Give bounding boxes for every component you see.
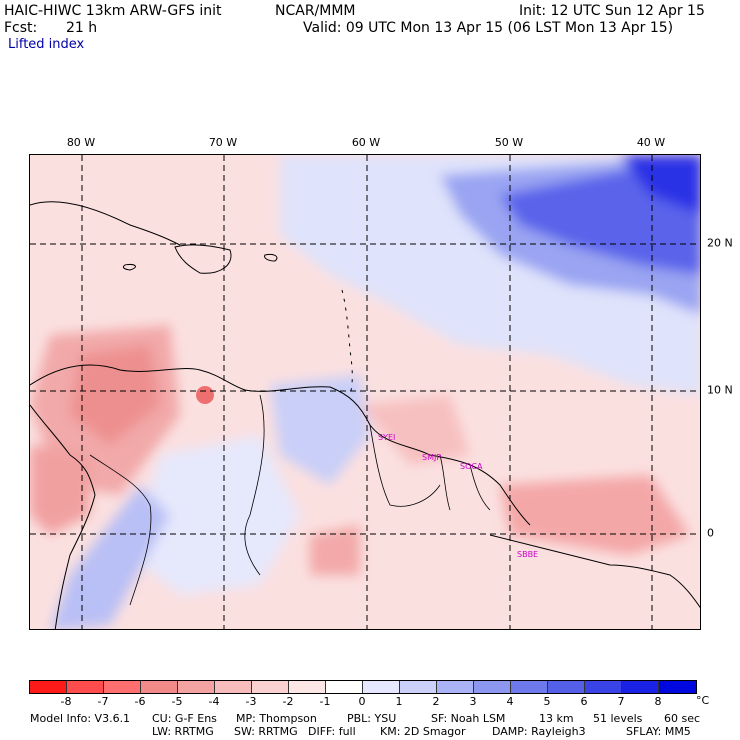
- lat-label-0: 0: [707, 526, 714, 540]
- lat-label-20n: 20 N: [707, 236, 733, 250]
- field-region-stable-sea: [270, 375, 370, 485]
- colorbar-segment: [622, 681, 659, 693]
- colorbar-segment: [548, 681, 585, 693]
- colorbar-tick-label: -2: [282, 695, 294, 708]
- footer-damp: DAMP: Rayleigh3: [492, 725, 586, 738]
- footer-cu: CU: G-F Ens: [152, 712, 217, 725]
- colorbar-tick-label: 4: [506, 695, 514, 708]
- valid-time: Valid: 09 UTC Mon 13 Apr 15 (06 LST Mon …: [303, 20, 674, 36]
- coastline-brazil-north: [489, 534, 700, 609]
- field-region-unstable-amazon-delta: [500, 475, 690, 555]
- border-guyana: [369, 424, 441, 507]
- footer-pbl: PBL: YSU: [347, 712, 397, 725]
- field-region-stable-land: [130, 435, 300, 595]
- colorbar-tick-label: -3: [245, 695, 257, 708]
- border-suriname: [439, 454, 451, 511]
- colorbar-tick-label: 2: [432, 695, 440, 708]
- colorbar-segment: [363, 681, 400, 693]
- border-colombia-ecuador: [89, 454, 152, 606]
- station-label-syei: SYEI: [378, 433, 395, 442]
- model-title: HAIC-HIWC 13km ARW-GFS init: [4, 3, 222, 19]
- field-region-unstable-guianas: [360, 395, 470, 465]
- colorbar-segment: [437, 681, 474, 693]
- field-region-unstable-interior: [310, 525, 360, 575]
- station-label-sbbe: SBBE: [517, 550, 538, 559]
- colorbar-tick-label: -6: [134, 695, 146, 708]
- footer-model-info: Model Info: V3.6.1: [30, 712, 131, 725]
- colorbar-segment: [252, 681, 289, 693]
- footer-timestep: 60 sec: [664, 712, 701, 725]
- colorbar-segment: [30, 681, 67, 693]
- colorbar-unit: °C: [696, 694, 710, 707]
- coastlines: [30, 201, 700, 629]
- lifted-index-map: SYEI SMJP SOCA SBBE: [29, 154, 701, 630]
- colorbar-segment: [659, 681, 696, 693]
- colorbar-segment: [474, 681, 511, 693]
- coastline-jamaica: [122, 264, 136, 271]
- footer-lw: LW: RRTMG: [152, 725, 214, 738]
- colorbar-tick-label: 8: [654, 695, 662, 708]
- colorbar-tick-label: -1: [319, 695, 331, 708]
- colorbar: [29, 680, 697, 694]
- colorbar-segment: [178, 681, 215, 693]
- colorbar-segment: [104, 681, 141, 693]
- colorbar-tick-label: -8: [60, 695, 72, 708]
- lon-label-60w: 60 W: [351, 136, 381, 149]
- footer-diff: DIFF: full: [308, 725, 356, 738]
- colorbar-segment: [400, 681, 437, 693]
- colorbar-tick-label: 3: [469, 695, 477, 708]
- colorbar-segment: [67, 681, 104, 693]
- center-label: NCAR/MMM: [275, 3, 356, 19]
- lat-lon-grid: [30, 155, 700, 629]
- lat-label-10n: 10 N: [707, 383, 733, 397]
- border-colombia-venezuela: [244, 394, 265, 576]
- coastline-central-america-pacific: [30, 404, 96, 629]
- footer-sf: SF: Noah LSM: [431, 712, 506, 725]
- colorbar-tick-label: 7: [617, 695, 625, 708]
- colorbar-segment: [141, 681, 178, 693]
- footer-levels: 51 levels: [593, 712, 643, 725]
- lon-label-70w: 70 W: [208, 136, 238, 149]
- lon-label-40w: 40 W: [636, 136, 666, 149]
- colorbar-tick-label: -7: [97, 695, 109, 708]
- colorbar-tick-label: 0: [358, 695, 366, 708]
- footer-resolution: 13 km: [539, 712, 574, 725]
- footer-sw: SW: RRTMG: [234, 725, 298, 738]
- field-region-unstable-panama: [30, 445, 90, 535]
- colorbar-tick-label: 1: [395, 695, 403, 708]
- lon-label-50w: 50 W: [494, 136, 524, 149]
- colorbar-segment: [511, 681, 548, 693]
- border-french-guiana: [469, 464, 491, 511]
- station-label-soca: SOCA: [460, 462, 483, 471]
- footer-sflay: SFLAY: MM5: [626, 725, 691, 738]
- coastline-cuba: [30, 201, 181, 246]
- colorbar-segment: [215, 681, 252, 693]
- colorbar-segment: [585, 681, 622, 693]
- forecast-label: Fcst:: [4, 20, 38, 36]
- colorbar-tick-label: 5: [543, 695, 551, 708]
- colorbar-tick-label: 6: [580, 695, 588, 708]
- colorbar-tick-label: -5: [171, 695, 183, 708]
- field-cell-maracaibo: [196, 386, 214, 404]
- station-label-smjp: SMJP: [422, 453, 441, 462]
- field-name: Lifted index: [8, 37, 85, 52]
- colorbar-tick-label: -4: [208, 695, 220, 708]
- country-borders: [89, 394, 491, 606]
- footer-mp: MP: Thompson: [236, 712, 317, 725]
- forecast-hour: 21 h: [66, 20, 98, 36]
- init-time: Init: 12 UTC Sun 12 Apr 15: [519, 3, 705, 19]
- coastline-puerto-rico: [264, 254, 278, 262]
- lon-label-80w: 80 W: [66, 136, 96, 149]
- colorbar-segment: [326, 681, 363, 693]
- coastline-south-america-north: [30, 364, 531, 526]
- field-region-stable-pacific: [50, 485, 170, 629]
- coastline-lesser-antilles: [341, 289, 353, 396]
- footer-km: KM: 2D Smagor: [380, 725, 466, 738]
- colorbar-segment: [289, 681, 326, 693]
- field-region-stable-peak: [620, 155, 700, 215]
- field-region-unstable-core: [70, 345, 160, 445]
